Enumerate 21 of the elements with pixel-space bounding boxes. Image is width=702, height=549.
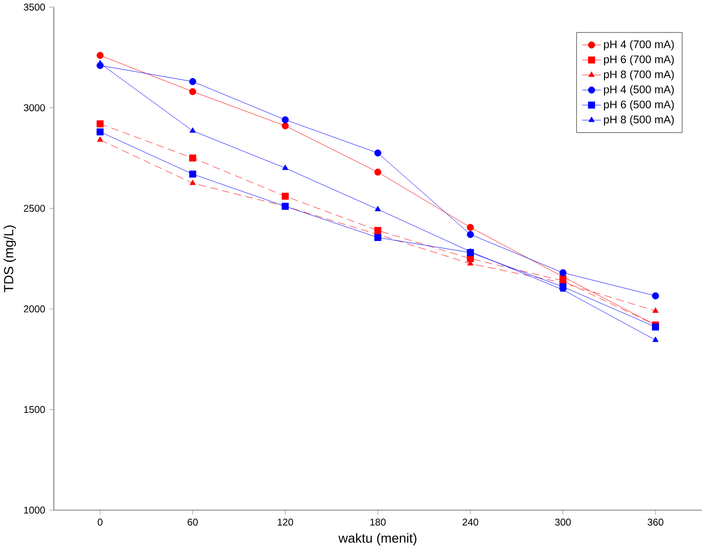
- x-tick-label: 360: [648, 518, 664, 526]
- x-axis-title: waktu (menit): [338, 533, 416, 546]
- x-tick-label: 60: [188, 518, 198, 526]
- legend-label: pH 4 (500 mA): [604, 85, 674, 96]
- x-tick-label: 300: [555, 518, 571, 526]
- x-tick-label: 240: [462, 518, 478, 526]
- x-tick-label: 180: [370, 518, 386, 526]
- y-tick-label: 3500: [24, 4, 45, 11]
- y-axis-title: TDS (mg/L): [4, 226, 16, 292]
- legend-label: pH 8 (700 mA): [604, 70, 674, 80]
- legend-label: pH 4 (700 mA): [604, 40, 674, 50]
- legend-label: pH 6 (700 mA): [604, 55, 674, 66]
- x-tick-label: 120: [278, 518, 294, 526]
- y-tick-label: 2000: [24, 305, 45, 312]
- y-tick-label: 3000: [24, 104, 45, 112]
- y-tick-label: 1000: [24, 506, 45, 514]
- y-tick-label: 1500: [24, 406, 45, 413]
- legend-label: pH 6 (500 mA): [604, 100, 674, 111]
- y-tick-label: 2500: [24, 204, 45, 212]
- x-tick-label: 0: [98, 518, 102, 526]
- legend-label: pH 8 (500 mA): [604, 115, 674, 126]
